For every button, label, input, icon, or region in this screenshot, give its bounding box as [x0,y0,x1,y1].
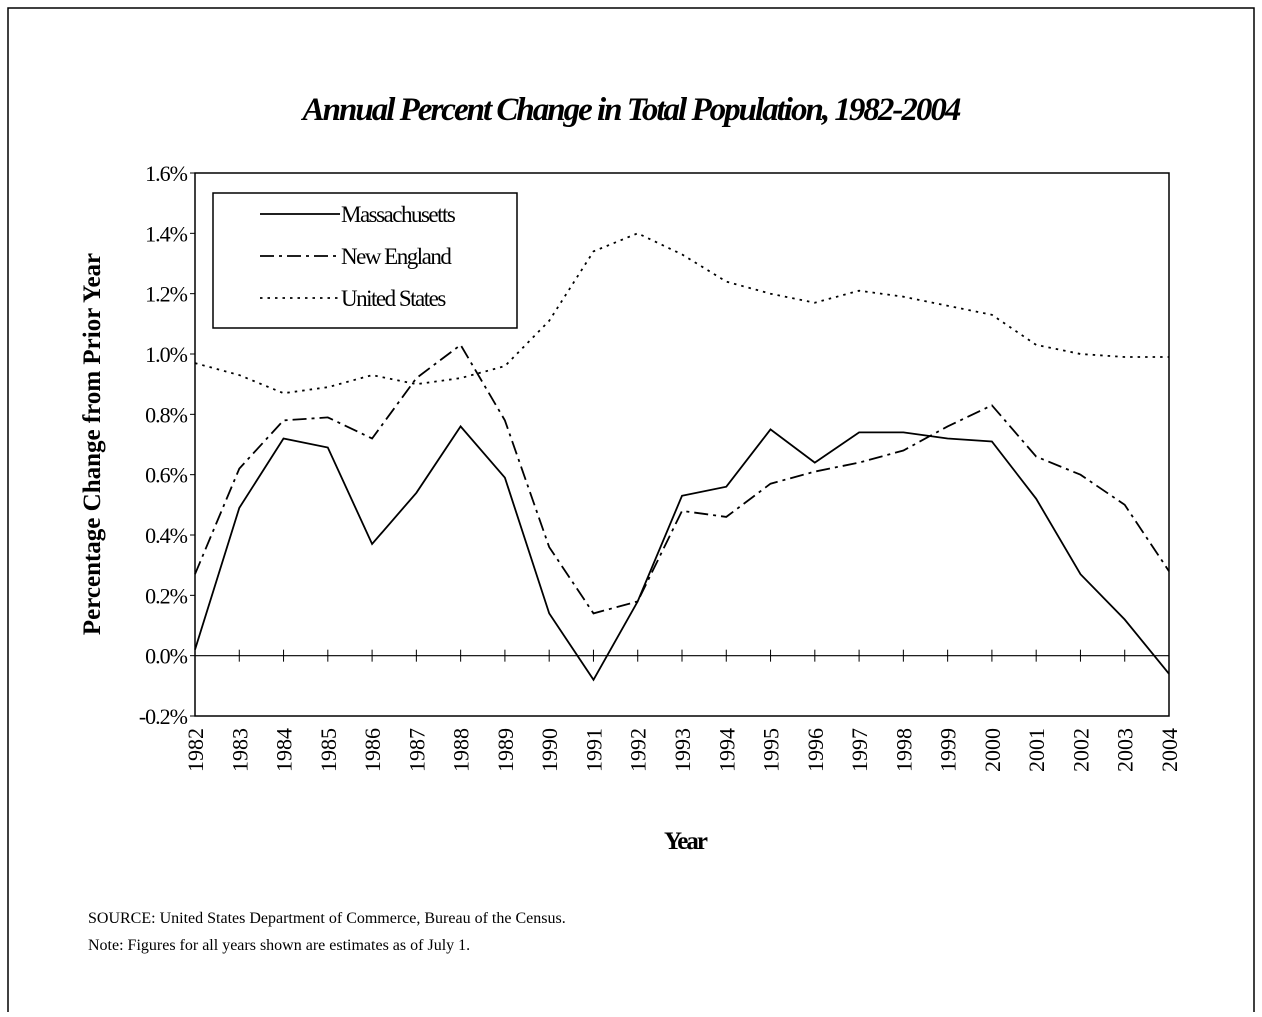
chart-title: Annual Percent Change in Total Populatio… [301,92,961,128]
y-tick-label: 0.2% [145,583,188,608]
y-tick-label: 1.2% [145,282,188,307]
x-tick-label: 1991 [581,728,606,772]
x-axis-label: Year [664,828,708,855]
plot-area [194,172,1170,717]
x-tick-label: 1985 [316,728,341,772]
x-tick-label: 1994 [714,728,739,772]
y-tick-label: 0.4% [145,523,188,548]
x-tick-label: 1995 [759,728,784,772]
y-tick-label: 1.4% [145,221,188,246]
x-tick-label: 1996 [803,728,828,772]
x-tick-label: 1992 [626,728,651,772]
x-tick-label: 1983 [227,728,252,772]
series-line [194,424,1170,682]
x-tick-label: 2004 [1157,728,1182,772]
x-tick-label: 1998 [891,728,916,772]
source-note: SOURCE: United States Department of Comm… [88,910,566,927]
x-tick-label: 1993 [670,728,695,772]
series-line [194,232,1169,395]
series-line [194,343,1170,615]
x-tick-label: 2003 [1113,728,1138,772]
x-tick-label: 1997 [847,728,872,772]
x-tick-label: 2002 [1068,728,1093,772]
x-tick-label: 1989 [493,728,518,772]
x-tick-label: 1984 [272,728,297,772]
y-tick-label: 0.6% [145,463,188,488]
x-tick-label: 1988 [449,728,474,772]
note: Note: Figures for all years shown are es… [88,937,470,954]
legend-label: Massachusetts [341,202,456,227]
x-tick-label: 1999 [936,728,961,772]
y-tick-label: 0.0% [145,644,188,669]
frame [7,7,1255,1017]
x-tick-label: 1986 [360,728,385,772]
y-tick-label: -0.2% [139,704,188,729]
y-tick-label: 1.6% [145,161,188,186]
legend-label: New England [341,244,452,269]
x-tick-label: 1987 [404,728,429,772]
x-tick-label: 2000 [980,728,1005,772]
y-tick-label: 1.0% [145,342,188,367]
x-tick-label: 2001 [1024,728,1049,772]
x-tick-label: 1990 [537,728,562,772]
y-tick-label: 0.8% [145,402,188,427]
legend-box [212,192,518,329]
y-axis-label: Percentage Change from Prior Year [79,253,106,635]
x-tick-label: 1982 [183,728,208,772]
legend-label: United States [341,286,446,311]
